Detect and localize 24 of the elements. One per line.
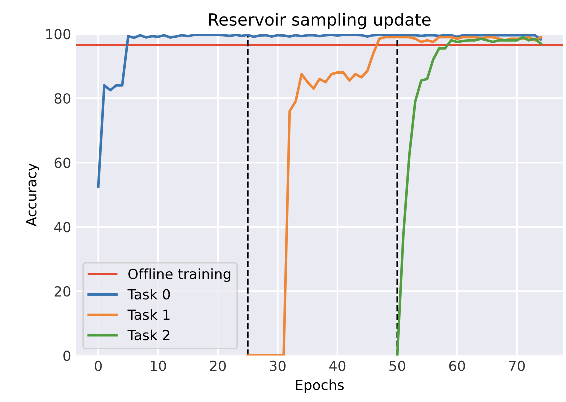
x-tick-label: 50 [390,360,406,372]
x-tick-label: 60 [449,360,466,372]
legend-label: Task 2 [128,330,170,341]
legend-label: Task 0 [128,289,170,300]
chart-title: Reservoir sampling update [210,13,431,30]
y-tick-label: 80 [54,93,71,104]
y-tick-label: 60 [54,158,71,168]
x-tick-label: 30 [270,360,286,372]
y-tick-label: 40 [54,222,71,233]
line-series [396,36,542,356]
x-tick-label: 10 [151,360,166,372]
y-tick-label: 100 [46,29,71,40]
y-tick-label: 20 [54,286,71,297]
x-tick-label: 70 [509,360,526,372]
legend-label: Offline training [128,268,231,282]
y-axis-title: Accuracy [26,164,40,227]
y-tick-label: 0 [64,350,71,362]
x-axis-title: Epochs [296,380,344,394]
legend-label: Task 1 [128,309,170,320]
line-series [97,34,542,188]
x-tick-label: 40 [330,360,346,372]
x-tick-label: 20 [210,360,226,372]
line-series [246,36,542,356]
x-tick-label: 0 [95,360,102,372]
